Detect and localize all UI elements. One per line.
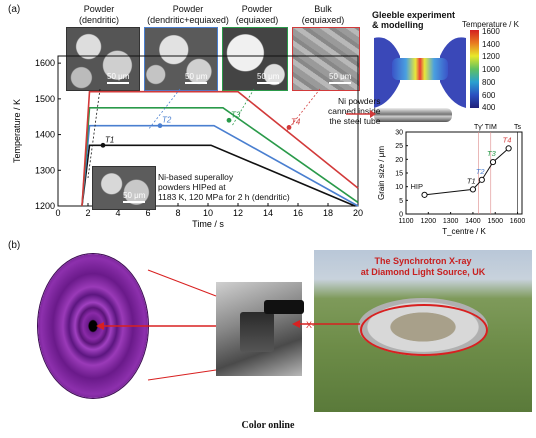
tc-marker-label-1: T1 (105, 135, 114, 144)
gs-xtick-label: 1500 (487, 218, 503, 225)
synchrotron-photo: The Synchrotron X-ray at Diamond Light S… (314, 250, 532, 412)
gs-xtick-label: 1300 (443, 218, 459, 225)
gs-xtick-label: 1400 (465, 218, 481, 225)
tc-axes: 0 2 4 6 8 10 12 14 16 18 20 1200 1300 1400 1500 1600 Tim… (12, 55, 363, 229)
tc-xtick-label: 18 (323, 208, 333, 218)
gs-axes: 1100 1200 1300 1400 1500 1600 0 5 10 15 20 25 30 T_ce… (377, 124, 525, 236)
gs-point-label: HIP (411, 182, 424, 191)
inset-micrograph-hiped: 50 μm (92, 166, 156, 210)
tc-marker-label-4: T4 (291, 117, 301, 126)
gs-xtick-label: 1200 (421, 218, 437, 225)
micrograph-dendritic: 50 μm (66, 27, 140, 91)
gs-line (424, 148, 509, 196)
panel-b-label: (b) (8, 240, 21, 251)
gs-ytick-label: 25 (395, 143, 403, 150)
tc-ytick-label: 1600 (35, 58, 55, 68)
gs-ylabel: Grain size / μm (377, 146, 386, 200)
tc-xtick-label: 6 (145, 208, 150, 218)
tc-xtick-label: 20 (353, 208, 363, 218)
inset-text: Ni-based superalloy powders HIPed at 118… (158, 172, 290, 202)
diffraction-pattern (38, 254, 148, 398)
sample-stage (240, 312, 274, 352)
gs-point-label: T2 (476, 167, 486, 176)
tc-xtick-label: 0 (55, 208, 60, 218)
gs-xlabel: T_centre / K (442, 227, 486, 236)
gs-point-label: T1 (467, 176, 476, 185)
left-grip (374, 37, 400, 109)
tube-note: Ni powders canned inside the steel tube (328, 96, 381, 126)
panel-a-label: (a) (8, 4, 21, 15)
micrograph-title-1: Powder (dendritic) (78, 4, 119, 25)
scale-bar: 50 μm (329, 72, 351, 84)
tc-ytick-label: 1200 (35, 201, 55, 211)
tc-xlabel: Time / s (192, 219, 224, 229)
tc-xtick-label: 14 (263, 208, 273, 218)
gs-ref-label: Tγ' (474, 124, 483, 131)
tc-xtick-label: 8 (175, 208, 180, 218)
gs-xtick-label: 1600 (510, 218, 526, 225)
gs-ref-label: TIM (485, 124, 497, 131)
micrograph-title-2: Powder (dendritic+equiaxed) (147, 4, 229, 25)
colorbar (470, 30, 479, 108)
tc-marker-3 (226, 117, 232, 123)
gs-point (505, 145, 512, 152)
scale-bar: 50 μm (185, 72, 207, 84)
steel-tube-photo (374, 108, 452, 122)
micrograph-title-4: Bulk (equiaxed) (301, 4, 345, 25)
tc-ytick-label: 1300 (35, 165, 55, 175)
micrograph-bulk: 50 μm (292, 27, 360, 91)
micrograph-equiaxed: 50 μm (222, 27, 288, 91)
gs-point (469, 186, 477, 193)
tc-marker-label-3: T3 (231, 110, 241, 119)
gs-ytick-label: 30 (395, 130, 403, 137)
colorbar-title: Temperature / K (462, 20, 519, 29)
gs-point (421, 191, 428, 198)
tc-xtick-label: 2 (85, 208, 90, 218)
gs-point-label: T4 (503, 135, 512, 144)
micrograph-title-3: Powder (equiaxed) (235, 4, 279, 25)
gs-ytick-label: 0 (399, 212, 403, 219)
tc-xtick-label: 10 (203, 208, 213, 218)
tc-marker-label-2: T2 (162, 116, 172, 125)
right-grip (440, 37, 466, 109)
detector (264, 300, 304, 314)
ring-highlight (360, 304, 488, 356)
gs-xtick-label: 1100 (398, 218, 413, 225)
gs-ytick-label: 10 (395, 184, 403, 191)
gs-ref-label: Ts (514, 124, 522, 131)
beamline-photo (216, 282, 304, 376)
scale-bar: 50 μm (257, 72, 279, 84)
gs-point (489, 158, 497, 166)
tc-xtick-label: 16 (293, 208, 303, 218)
figure-caption: Color online (241, 420, 295, 431)
gs-ytick-label: 5 (399, 198, 403, 205)
heated-sample (392, 58, 448, 80)
tc-xtick-label: 12 (233, 208, 243, 218)
tc-xtick-label: 4 (115, 208, 120, 218)
grain-size-chart: 1100 1200 1300 1400 1500 1600 0 5 10 15 20 25 30 T_ce… (377, 124, 525, 236)
gs-ytick-label: 20 (395, 157, 403, 164)
micrograph-dendritic-equiaxed: 50 μm (144, 27, 218, 91)
gleeble-model (374, 37, 466, 109)
tc-marker-1 (100, 142, 106, 148)
gs-ytick-label: 15 (395, 171, 403, 178)
synchrotron-title: The Synchrotron X-ray at Diamond Light S… (360, 256, 486, 277)
gs-point (478, 176, 485, 183)
gleeble-title: Gleeble experiment & modelling (372, 10, 456, 30)
tc-ytick-label: 1400 (35, 130, 55, 140)
scale-bar: 50 μm (123, 191, 145, 203)
tc-ytick-label: 1500 (35, 94, 55, 104)
tc-ylabel: Temperature / K (12, 99, 22, 163)
tc-series-1 (81, 144, 356, 207)
gs-point-label: T3 (487, 149, 497, 158)
colorbar-ticks: 1600 1400 1200 1000 800 600 400 (482, 27, 500, 113)
scale-bar: 50 μm (107, 72, 129, 84)
